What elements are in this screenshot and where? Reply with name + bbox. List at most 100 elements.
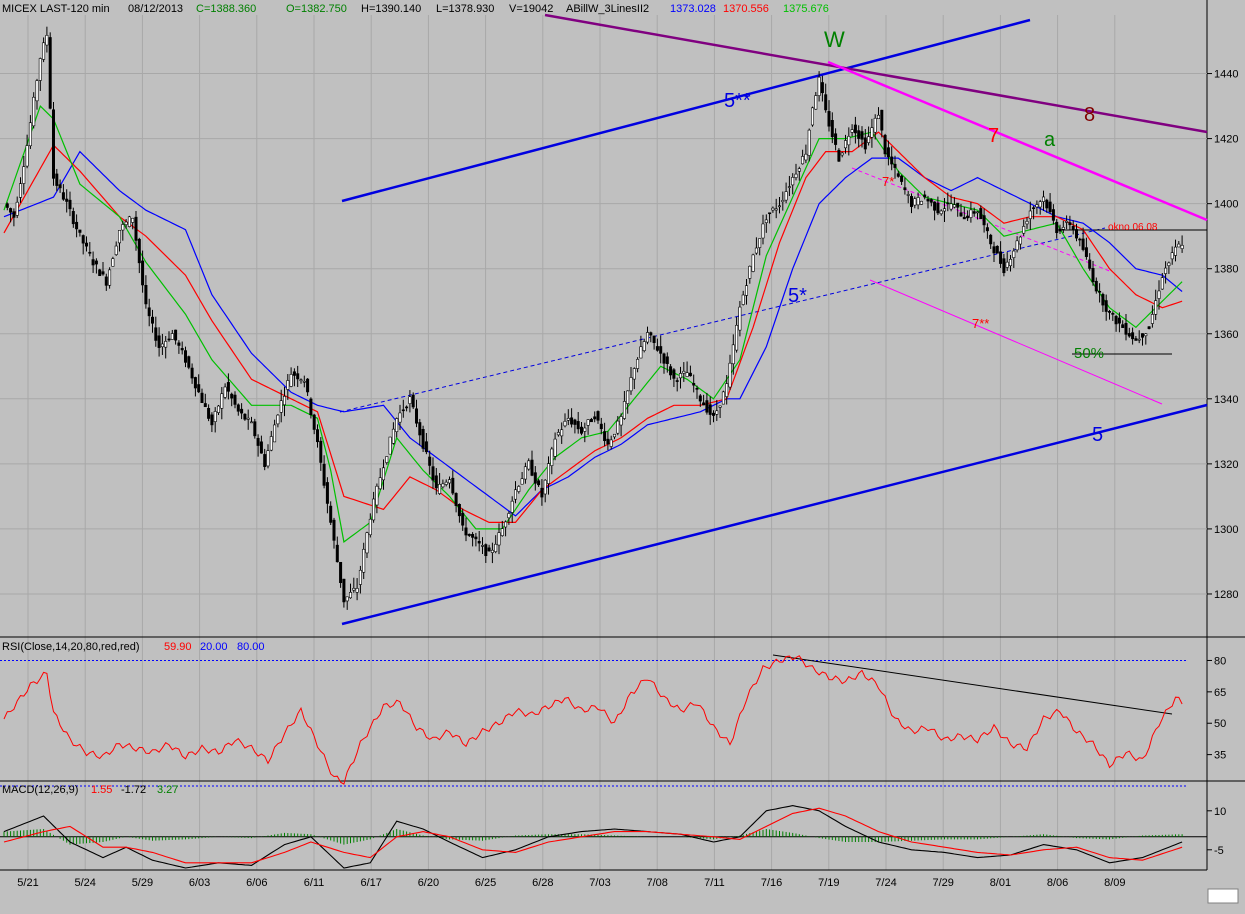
- candle-body: [1058, 228, 1062, 232]
- x-tick-label: 8/09: [1104, 877, 1125, 889]
- scroll-corner-button[interactable]: [1207, 888, 1239, 904]
- candle-body: [834, 133, 838, 145]
- candle-body: [282, 396, 286, 406]
- candle-body: [741, 294, 745, 305]
- candle-body: [718, 405, 722, 408]
- candle-body: [457, 503, 461, 517]
- candle-body: [289, 374, 293, 387]
- candle-body: [550, 448, 554, 466]
- candle-body: [728, 362, 732, 388]
- label-7-dstar: 7**: [972, 316, 989, 331]
- candle-body: [649, 332, 653, 336]
- candle-body: [751, 254, 755, 272]
- candle-body: [339, 561, 343, 584]
- candle-body: [1124, 322, 1128, 335]
- candle-body: [5, 203, 9, 208]
- candle-body: [246, 417, 250, 420]
- candle-body: [1068, 222, 1072, 226]
- candle-body: [576, 421, 580, 430]
- candle-body: [1177, 243, 1181, 248]
- candle-body: [566, 417, 570, 421]
- candle-body: [903, 187, 907, 191]
- candle-body: [18, 183, 22, 198]
- candle-body: [414, 408, 418, 424]
- candle-body: [513, 489, 517, 500]
- candle-body: [807, 129, 811, 156]
- trendline-7-dstar: [869, 279, 1163, 405]
- candle-body: [378, 477, 382, 490]
- candle-body: [540, 487, 544, 498]
- price-tick-label: 1340: [1214, 394, 1238, 406]
- candle-body: [860, 131, 864, 140]
- x-tick-label: 7/03: [589, 877, 610, 889]
- candle-body: [160, 343, 164, 348]
- trendline-5-dstar: [341, 18, 1031, 203]
- candle-body: [1015, 240, 1019, 251]
- candle-body: [243, 413, 247, 420]
- label-8: 8: [1084, 104, 1095, 126]
- candle-body: [441, 483, 445, 488]
- candle-body: [982, 215, 986, 226]
- candle-body: [85, 242, 89, 247]
- x-tick-label: 7/24: [875, 877, 896, 889]
- candle-body: [411, 394, 415, 408]
- candle-body: [929, 199, 933, 203]
- trendline-8: [544, 13, 1208, 134]
- candle-body: [876, 114, 880, 120]
- candle-body: [711, 412, 715, 416]
- candle-body: [659, 346, 663, 354]
- candle-body: [537, 480, 541, 486]
- candle-body: [1170, 252, 1174, 260]
- candle-body: [596, 411, 600, 421]
- candle-body: [1160, 277, 1164, 290]
- candle-body: [1101, 294, 1105, 306]
- label-5-dstar: 5**: [724, 90, 751, 112]
- candle-body: [705, 400, 709, 413]
- candle-body: [556, 432, 560, 436]
- candle-body: [1104, 300, 1108, 312]
- x-tick-label: 8/01: [990, 877, 1011, 889]
- candle-body: [197, 384, 201, 393]
- candle-body: [926, 198, 930, 202]
- candle-body: [104, 276, 108, 286]
- candle-body: [368, 518, 372, 536]
- candle-body: [579, 426, 583, 434]
- candle-body: [32, 96, 36, 127]
- candle-body: [28, 122, 32, 147]
- candle-body: [352, 587, 356, 591]
- candle-body: [837, 149, 841, 162]
- candle-body: [520, 478, 524, 485]
- candle-body: [81, 235, 85, 244]
- candle-body: [744, 285, 748, 296]
- candle-body: [217, 405, 221, 413]
- candle-body: [952, 204, 956, 208]
- signal-line: [3, 807, 1183, 864]
- candle-body: [329, 505, 333, 523]
- rsi-tick-label: 80: [1214, 655, 1226, 667]
- candle-body: [870, 127, 874, 138]
- candle-body: [1005, 261, 1009, 268]
- price-tick-label: 1300: [1214, 524, 1238, 536]
- candle-body: [299, 379, 303, 382]
- candle-body: [972, 211, 976, 214]
- candle-body: [220, 393, 224, 409]
- candle-body: [355, 588, 359, 593]
- candle-body: [936, 202, 940, 214]
- candle-body: [118, 230, 122, 244]
- candle-body: [774, 208, 778, 211]
- candle-body: [1098, 290, 1102, 293]
- candle-body: [233, 394, 237, 405]
- ma-line-red: [3, 131, 1183, 524]
- candle-body: [91, 259, 95, 266]
- candle-body: [560, 429, 564, 437]
- candle-body: [487, 547, 491, 552]
- x-tick-label: 6/11: [304, 877, 325, 889]
- candle-body: [1038, 201, 1042, 208]
- candle-body: [157, 335, 161, 348]
- candle-body: [1075, 229, 1079, 239]
- candle-body: [114, 245, 118, 255]
- trend-lines: [339, 13, 1208, 626]
- candle-body: [593, 416, 597, 420]
- x-tick-label: 6/28: [532, 877, 553, 889]
- candle-body: [467, 533, 471, 536]
